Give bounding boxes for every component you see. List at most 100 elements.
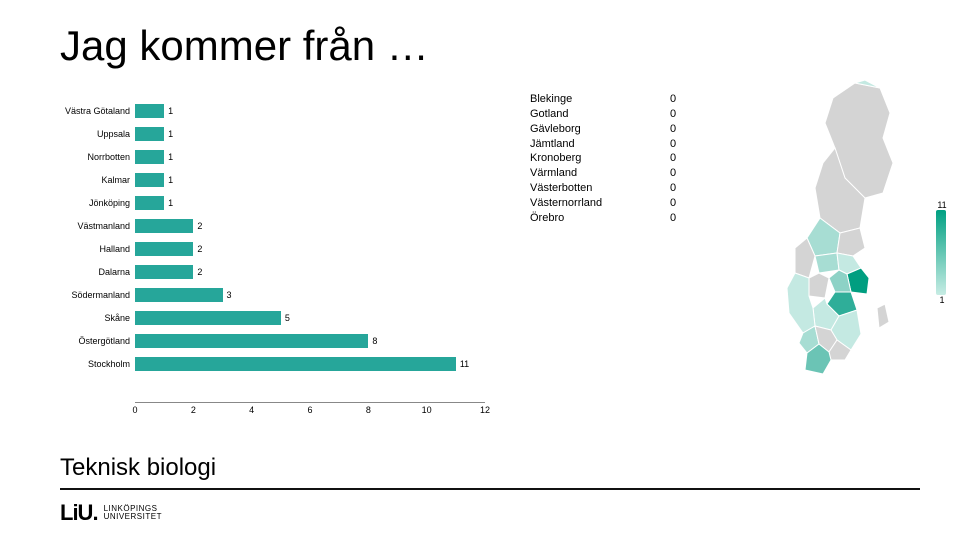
bar-label: Dalarna bbox=[50, 267, 130, 277]
zero-value: 0 bbox=[670, 211, 690, 226]
liu-logo: LiU. LINKÖPINGS UNIVERSITET bbox=[60, 500, 162, 526]
zero-row: Värmland0 bbox=[530, 166, 690, 181]
zero-name: Västerbotten bbox=[530, 181, 670, 196]
bar bbox=[135, 334, 368, 348]
bar-label: Stockholm bbox=[50, 359, 130, 369]
bar bbox=[135, 288, 223, 302]
x-tick: 8 bbox=[366, 405, 371, 415]
bar-row: Kalmar1 bbox=[135, 173, 485, 187]
bar bbox=[135, 150, 164, 164]
legend-min: 1 bbox=[936, 295, 948, 305]
zero-row: Örebro0 bbox=[530, 211, 690, 226]
x-tick: 2 bbox=[191, 405, 196, 415]
legend-max: 11 bbox=[936, 200, 948, 210]
bar-row: Västmanland2 bbox=[135, 219, 485, 233]
map-svg bbox=[765, 78, 925, 398]
zero-value: 0 bbox=[670, 137, 690, 152]
bar-value: 1 bbox=[168, 129, 173, 139]
zero-name: Västernorrland bbox=[530, 196, 670, 211]
bar-label: Halland bbox=[50, 244, 130, 254]
bar bbox=[135, 219, 193, 233]
bar-value: 1 bbox=[168, 175, 173, 185]
zero-row: Gävleborg0 bbox=[530, 122, 690, 137]
bar-label: Jönköping bbox=[50, 198, 130, 208]
region-gavleborg bbox=[837, 228, 865, 256]
zero-row: Kronoberg0 bbox=[530, 151, 690, 166]
logo-mark: LiU. bbox=[60, 500, 98, 526]
bar-row: Skåne5 bbox=[135, 311, 485, 325]
logo-text: LINKÖPINGS UNIVERSITET bbox=[104, 505, 162, 522]
bar-label: Uppsala bbox=[50, 129, 130, 139]
bar bbox=[135, 173, 164, 187]
bar-label: Kalmar bbox=[50, 175, 130, 185]
bar-value: 1 bbox=[168, 152, 173, 162]
x-tick: 6 bbox=[307, 405, 312, 415]
bar-value: 3 bbox=[227, 290, 232, 300]
zero-name: Blekinge bbox=[530, 92, 670, 107]
bar-row: Dalarna2 bbox=[135, 265, 485, 279]
zero-row: Jämtland0 bbox=[530, 137, 690, 152]
zero-name: Gotland bbox=[530, 107, 670, 122]
zero-row: Västernorrland0 bbox=[530, 196, 690, 211]
region-orebro bbox=[809, 273, 829, 298]
zero-name: Örebro bbox=[530, 211, 670, 226]
bar bbox=[135, 265, 193, 279]
zero-value: 0 bbox=[670, 196, 690, 211]
bar-value: 11 bbox=[460, 359, 469, 369]
x-tick: 4 bbox=[249, 405, 254, 415]
slide: Jag kommer från … Västra Götaland1Uppsal… bbox=[0, 0, 960, 540]
chart-bars: Västra Götaland1 Uppsala1 Norrbotten1 Kalma… bbox=[135, 100, 485, 400]
page-title: Jag kommer från … bbox=[60, 22, 429, 70]
bar-value: 2 bbox=[197, 221, 202, 231]
zero-regions-table: Blekinge0Gotland0Gävleborg0Jämtland0Kron… bbox=[530, 92, 690, 226]
zero-name: Kronoberg bbox=[530, 151, 670, 166]
x-tick: 10 bbox=[422, 405, 432, 415]
footer-rule bbox=[60, 488, 920, 490]
bar-row: Uppsala1 bbox=[135, 127, 485, 141]
zero-row: Blekinge0 bbox=[530, 92, 690, 107]
x-axis: 024681012 bbox=[135, 405, 485, 425]
zero-row: Västerbotten0 bbox=[530, 181, 690, 196]
bar bbox=[135, 104, 164, 118]
bar-value: 5 bbox=[285, 313, 290, 323]
bar-label: Västra Götaland bbox=[50, 106, 130, 116]
region-vastmanland bbox=[815, 253, 839, 273]
bar bbox=[135, 196, 164, 210]
bar-label: Skåne bbox=[50, 313, 130, 323]
bar bbox=[135, 357, 456, 371]
zero-value: 0 bbox=[670, 107, 690, 122]
bar bbox=[135, 242, 193, 256]
logo-line2: UNIVERSITET bbox=[104, 512, 162, 521]
zero-value: 0 bbox=[670, 181, 690, 196]
bar-row: Västra Götaland1 bbox=[135, 104, 485, 118]
bar-label: Östergötland bbox=[50, 336, 130, 346]
bar-value: 2 bbox=[197, 244, 202, 254]
zero-value: 0 bbox=[670, 166, 690, 181]
footer-title: Teknisk biologi bbox=[60, 454, 216, 482]
region-gotland bbox=[877, 304, 889, 328]
bar-row: Stockholm11 bbox=[135, 357, 485, 371]
zero-name: Värmland bbox=[530, 166, 670, 181]
x-tick: 12 bbox=[480, 405, 490, 415]
bar-label: Västmanland bbox=[50, 221, 130, 231]
bar-row: Östergötland8 bbox=[135, 334, 485, 348]
bar-row: Södermanland3 bbox=[135, 288, 485, 302]
bar-label: Norrbotten bbox=[50, 152, 130, 162]
bar-row: Norrbotten1 bbox=[135, 150, 485, 164]
zero-value: 0 bbox=[670, 151, 690, 166]
bar bbox=[135, 311, 281, 325]
bar-row: Jönköping1 bbox=[135, 196, 485, 210]
sweden-map bbox=[765, 78, 930, 403]
zero-value: 0 bbox=[670, 92, 690, 107]
bar-value: 8 bbox=[372, 336, 377, 346]
bar-row: Halland2 bbox=[135, 242, 485, 256]
bar-value: 1 bbox=[168, 106, 173, 116]
bar bbox=[135, 127, 164, 141]
bar-value: 2 bbox=[197, 267, 202, 277]
bar-chart: Västra Götaland1 Uppsala1 Norrbotten1 Kalma… bbox=[55, 100, 485, 440]
legend-gradient bbox=[936, 210, 946, 295]
bar-label: Södermanland bbox=[50, 290, 130, 300]
bar-value: 1 bbox=[168, 198, 173, 208]
map-legend: 11 1 bbox=[936, 200, 948, 305]
x-axis-line bbox=[135, 402, 485, 403]
